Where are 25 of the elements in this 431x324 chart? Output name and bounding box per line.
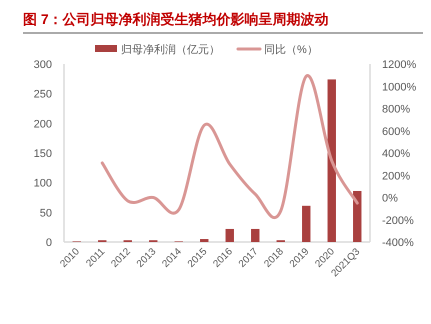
y2-tick-label: 0%	[382, 192, 398, 204]
bar	[226, 228, 234, 242]
y-tick-label: 300	[34, 59, 52, 71]
y2-tick-label: 800%	[382, 104, 410, 116]
y2-tick-label: -400%	[382, 237, 414, 249]
y-tick-label: 100	[34, 178, 52, 190]
y2-tick-label: 400%	[382, 148, 410, 160]
y2-tick-label: 600%	[382, 126, 410, 138]
y2-tick-label: 1000%	[382, 81, 416, 94]
y2-tick-label: -200%	[382, 214, 414, 227]
bar	[251, 228, 260, 242]
y-tick-label: 150	[34, 148, 52, 160]
chart-title: 图 7：公司归母净利润受生猪均价影响呈周期波动	[23, 11, 329, 27]
legend-label: 同比（%）	[264, 43, 318, 56]
bar	[200, 239, 208, 242]
bar	[302, 206, 310, 242]
y-tick-label: 0	[46, 237, 52, 249]
y-tick-label: 200	[34, 118, 52, 130]
y-tick-label: 50	[40, 207, 52, 220]
y2-tick-label: 1200%	[382, 59, 416, 71]
y2-tick-label: 200%	[382, 170, 410, 182]
bar	[328, 79, 336, 242]
bar	[353, 190, 362, 242]
y-tick-label: 250	[34, 88, 52, 101]
legend-label: 归母净利润（亿元）	[121, 43, 220, 56]
